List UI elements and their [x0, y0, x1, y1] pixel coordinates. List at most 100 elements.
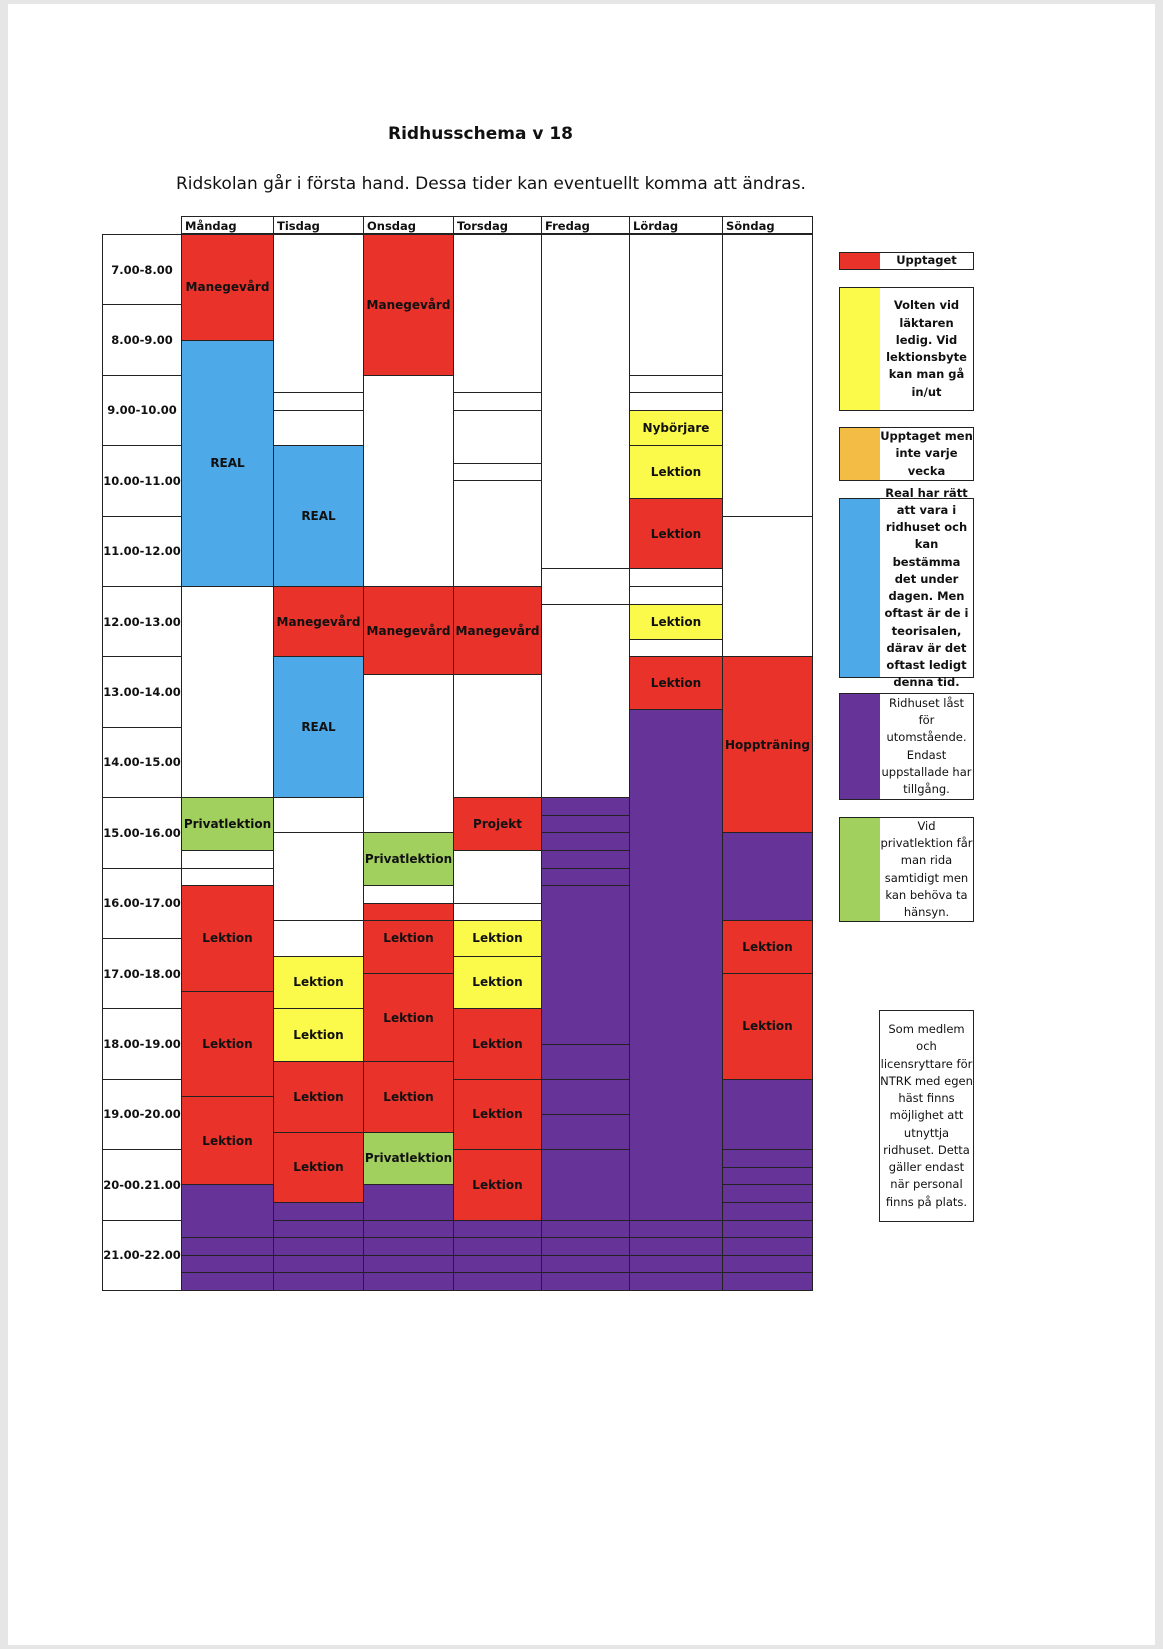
slot-divider: [181, 1237, 273, 1239]
schedule-block: Projekt: [453, 797, 542, 851]
schedule-block: Nybörjare: [629, 410, 723, 447]
time-label-4: 11.00-12.00: [102, 515, 182, 587]
slot-divider: [722, 1219, 812, 1221]
day-header-0: Måndag: [181, 216, 274, 234]
slot-divider: [453, 850, 541, 851]
slot-divider: [722, 1184, 812, 1186]
schedule-block: REAL: [181, 339, 274, 587]
slot-divider: [181, 867, 273, 869]
legend-swatch: [840, 818, 880, 921]
time-label-0: 7.00-8.00: [102, 234, 182, 306]
schedule-block: Manegevård: [363, 586, 454, 675]
slot-divider: [629, 374, 722, 376]
slot-divider: [273, 832, 363, 834]
legend-text: Volten vid läktaren ledig. Vid lektionsb…: [886, 298, 967, 399]
time-label-14: 21.00-22.00: [102, 1219, 182, 1291]
schedule-block: Lektion: [453, 1078, 542, 1151]
slot-divider: [363, 1219, 453, 1221]
slot-divider: [273, 1202, 363, 1203]
legend-text: Real har rätt att vara i ridhuset och ka…: [884, 485, 969, 690]
schedule-block: Lektion: [629, 498, 723, 570]
time-label-1: 8.00-9.00: [102, 304, 182, 376]
schedule-block: Lektion: [181, 1096, 274, 1186]
slot-divider: [541, 814, 629, 816]
slot-divider: [541, 1219, 629, 1221]
slot-divider: [722, 1237, 812, 1239]
day-header-5: Lördag: [629, 216, 723, 234]
slot-divider: [273, 1272, 363, 1274]
schedule-block: Lektion: [273, 955, 364, 1010]
time-label-9: 16.00-17.00: [102, 867, 182, 939]
member-note: Som medlem och licensryttare för NTRK me…: [879, 1010, 974, 1222]
slot-divider: [363, 1272, 453, 1274]
day-header-4: Fredag: [541, 216, 630, 234]
document-page: Ridhusschema v 18 Ridskolan går i första…: [8, 4, 1155, 1645]
schedule-block: Lektion: [453, 1149, 542, 1221]
slot-divider: [722, 1272, 812, 1274]
slot-divider: [273, 1237, 363, 1239]
schedule-block: Lektion: [629, 603, 723, 640]
day-header-2: Onsdag: [363, 216, 454, 234]
schedule-block: Privatlektion: [181, 797, 274, 851]
schedule-block: Manegevård: [453, 586, 542, 675]
slot-divider: [722, 515, 812, 517]
page-subtitle: Ridskolan går i första hand. Dessa tider…: [176, 174, 806, 194]
schedule-block: Lektion: [453, 920, 542, 957]
schedule-block: Manegevård: [273, 586, 364, 658]
slot-divider: [363, 1237, 453, 1239]
slot-divider: [541, 1078, 629, 1080]
slot-divider: [273, 392, 363, 394]
slot-divider: [541, 568, 629, 570]
legend-text: Ridhuset låst för utomstående. Endast up…: [881, 695, 972, 796]
slot-divider: [629, 1272, 722, 1274]
schedule-block: Lektion: [273, 1131, 364, 1203]
slot-divider: [453, 410, 541, 411]
locked-block: [273, 1202, 364, 1291]
time-label-5: 12.00-13.00: [102, 586, 182, 658]
time-label-11: 18.00-19.00: [102, 1008, 182, 1080]
legend-text: Upptaget men inte varje vecka: [880, 429, 973, 478]
schedule-block: Lektion: [629, 656, 723, 711]
time-label-8: 15.00-16.00: [102, 797, 182, 869]
slot-divider: [273, 1254, 363, 1256]
slot-divider: [541, 850, 629, 851]
schedule-block: Hoppträning: [722, 656, 813, 834]
schedule-block: Lektion: [363, 973, 454, 1063]
time-label-13: 20-00.21.00: [102, 1149, 182, 1221]
slot-divider: [541, 1149, 629, 1151]
slot-divider: [629, 392, 722, 394]
schedule-block: Manegevård: [181, 234, 274, 341]
schedule-block: Lektion: [273, 1061, 364, 1133]
day-header-6: Söndag: [722, 216, 813, 234]
slot-divider: [541, 1254, 629, 1256]
legend-swatch: [840, 499, 880, 677]
time-label-3: 10.00-11.00: [102, 445, 182, 517]
schedule-block: Privatlektion: [363, 832, 454, 887]
slot-divider: [629, 1219, 722, 1221]
slot-divider: [629, 603, 722, 605]
slot-divider: [453, 392, 541, 394]
slot-divider: [722, 1202, 812, 1203]
slot-divider: [453, 462, 541, 464]
time-label-12: 19.00-20.00: [102, 1078, 182, 1151]
slot-divider: [629, 586, 722, 587]
slot-divider: [181, 1254, 273, 1256]
slot-divider: [722, 1254, 812, 1256]
schedule-block: Lektion: [273, 1008, 364, 1063]
legend-text: Upptaget: [896, 253, 957, 268]
schedule-block: Privatlektion: [363, 1131, 454, 1186]
slot-divider: [453, 902, 541, 904]
slot-divider: [181, 885, 273, 887]
legend-swatch: [840, 288, 880, 410]
schedule-block: Lektion: [453, 955, 542, 1010]
slot-divider: [181, 1272, 273, 1274]
slot-divider: [453, 1219, 541, 1221]
slot-divider: [541, 603, 629, 605]
slot-divider: [541, 1114, 629, 1115]
legend-swatch: [840, 694, 880, 799]
slot-divider: [722, 656, 812, 658]
legend-swatch: [840, 253, 880, 269]
time-label-10: 17.00-18.00: [102, 938, 182, 1010]
slot-divider: [273, 1219, 363, 1221]
slot-divider: [541, 867, 629, 869]
